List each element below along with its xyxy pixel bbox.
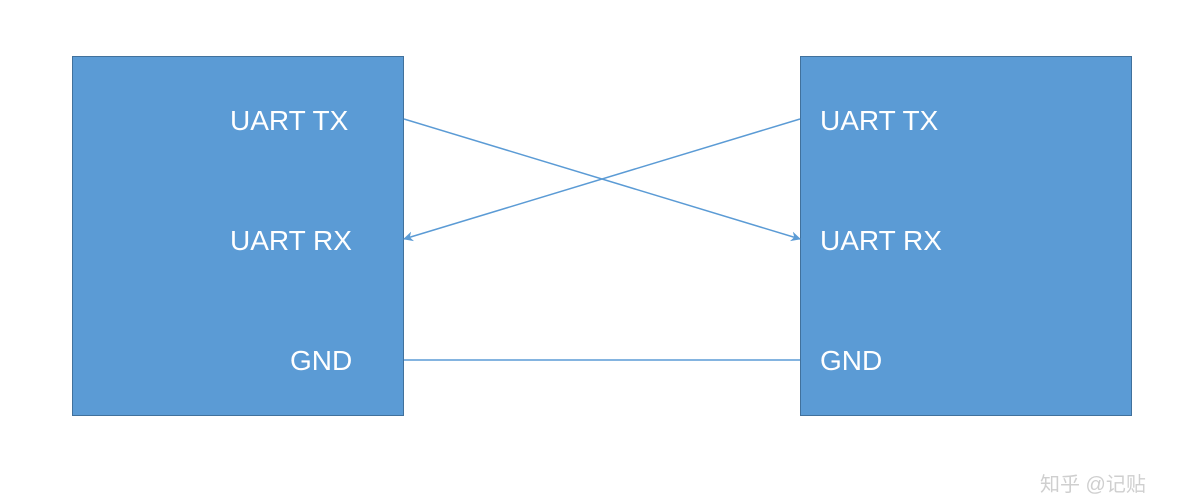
left-gnd-label: GND: [290, 345, 352, 377]
watermark-text: 知乎 @记贴: [1040, 468, 1146, 497]
left-uart-tx-label: UART TX: [230, 105, 348, 137]
uart-device-left: UART TX UART RX GND: [72, 56, 404, 416]
left-uart-rx-label: UART RX: [230, 225, 352, 257]
uart-device-right: UART TX UART RX GND: [800, 56, 1132, 416]
right-uart-tx-label: UART TX: [820, 105, 938, 137]
right-gnd-label: GND: [820, 345, 882, 377]
right-uart-rx-label: UART RX: [820, 225, 942, 257]
